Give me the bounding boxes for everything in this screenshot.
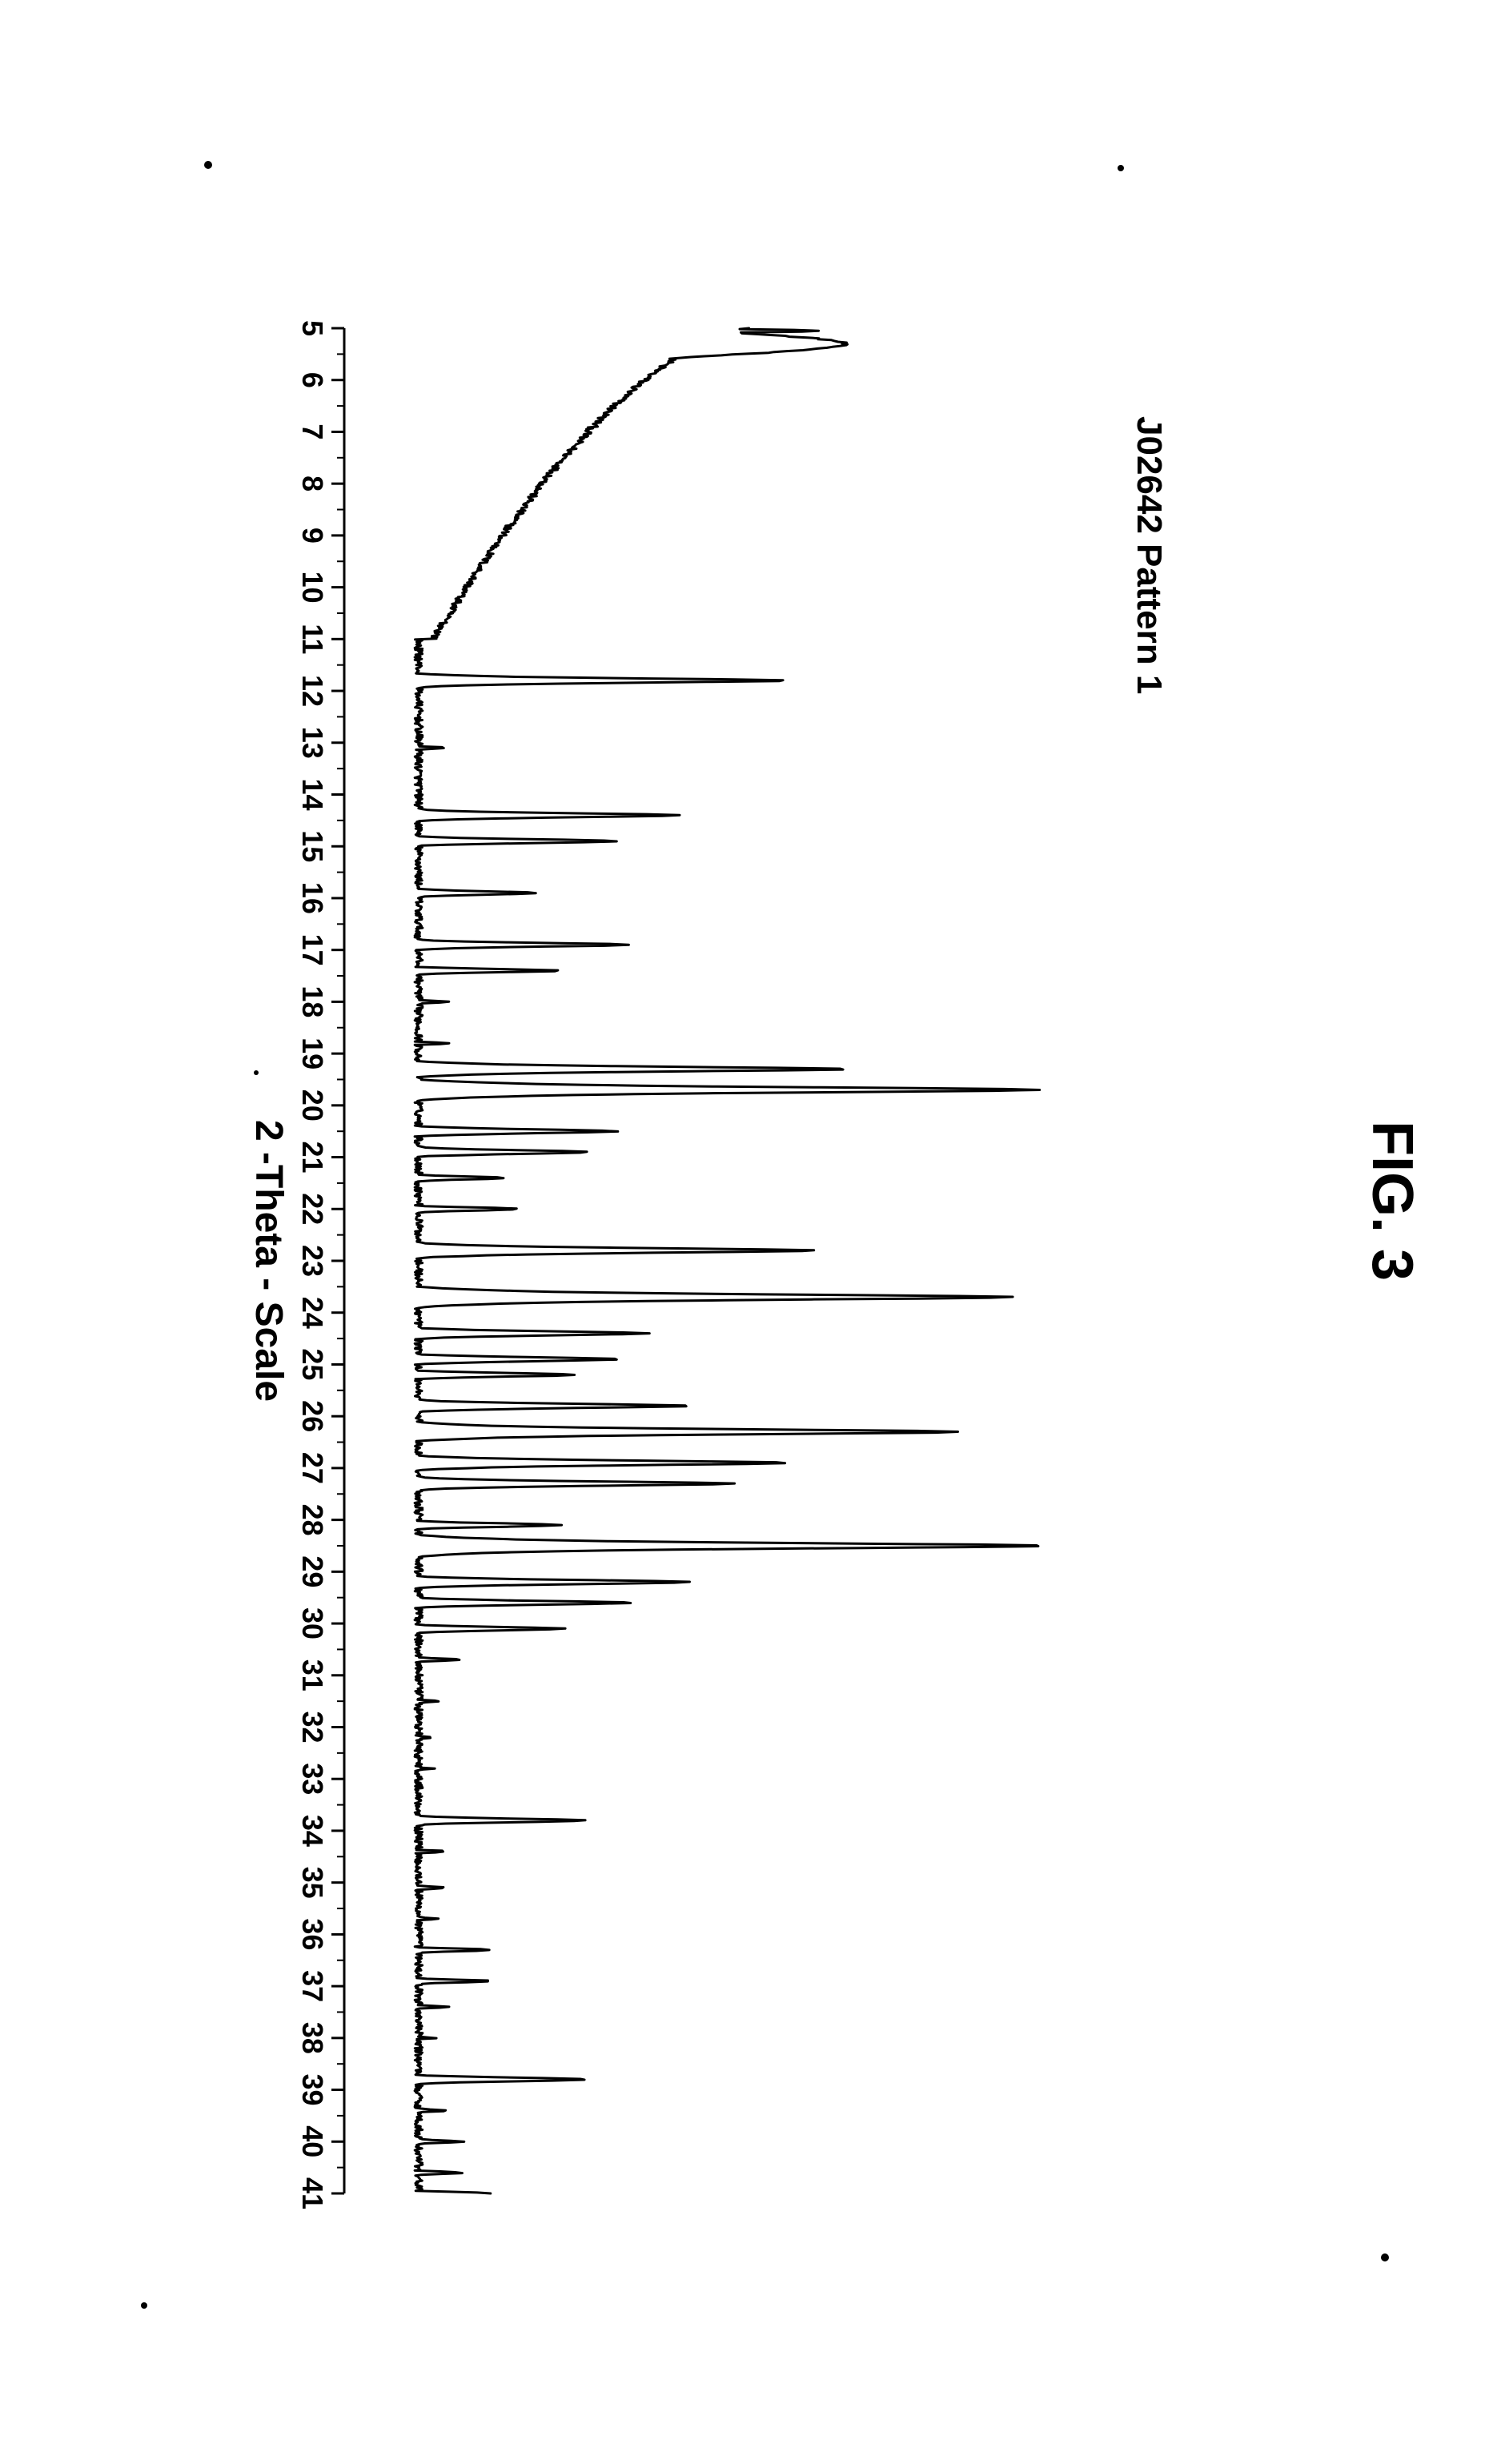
decorative-dot: [254, 1070, 259, 1075]
decorative-dot: [204, 161, 212, 169]
x-tick-label: 13: [296, 727, 329, 759]
x-tick-label: 32: [296, 1711, 329, 1743]
x-tick-label: 29: [296, 1555, 329, 1587]
x-tick-label: 16: [296, 882, 329, 914]
diffraction-trace: [415, 328, 1040, 2193]
x-tick-label: 15: [296, 830, 329, 862]
x-tick-label: 22: [296, 1193, 329, 1225]
x-tick-label: 25: [296, 1348, 329, 1380]
x-tick-label: 11: [296, 624, 329, 654]
landscape-figure: FIG. 3 J02642 Pattern 1 5678910111213141…: [0, 0, 1505, 2464]
x-tick-label: 35: [296, 1867, 329, 1899]
x-tick-label: 41: [296, 2177, 329, 2209]
x-tick-label: 8: [296, 476, 329, 492]
x-axis-title: 2 -Theta - Scale: [247, 1120, 290, 1402]
x-tick-label: 10: [296, 572, 329, 604]
x-tick-label: 14: [296, 778, 329, 810]
xrd-chart: 5678910111213141516171819202122232425262…: [232, 288, 1137, 2233]
x-tick-label: 17: [296, 934, 329, 966]
x-tick-label: 7: [296, 423, 329, 439]
x-tick-label: 39: [296, 2074, 329, 2106]
decorative-dot: [141, 2302, 147, 2309]
x-tick-label: 31: [296, 1659, 329, 1691]
x-tick-label: 40: [296, 2125, 329, 2157]
x-tick-label: 12: [296, 675, 329, 707]
x-tick-label: 23: [296, 1245, 329, 1277]
x-tick-label: 19: [296, 1037, 329, 1069]
x-tick-label: 33: [296, 1763, 329, 1795]
x-tick-label: 38: [296, 2022, 329, 2054]
x-tick-label: 5: [296, 320, 329, 336]
x-tick-label: 28: [296, 1504, 329, 1536]
x-tick-label: 20: [296, 1090, 329, 1122]
x-tick-label: 36: [296, 1918, 329, 1950]
x-tick-label: 37: [296, 1970, 329, 2002]
x-tick-label: 27: [296, 1452, 329, 1484]
decorative-dot: [1381, 2253, 1389, 2261]
x-tick-label: 18: [296, 985, 329, 1017]
x-tick-label: 26: [296, 1400, 329, 1432]
x-tick-label: 24: [296, 1297, 329, 1329]
x-tick-label: 6: [296, 372, 329, 388]
x-tick-label: 34: [296, 1815, 329, 1847]
x-tick-label: 9: [296, 528, 329, 544]
decorative-dot: [1118, 165, 1124, 171]
x-tick-label: 21: [296, 1142, 329, 1174]
x-tick-label: 30: [296, 1607, 329, 1639]
figure-title: FIG. 3: [1359, 1121, 1425, 1281]
